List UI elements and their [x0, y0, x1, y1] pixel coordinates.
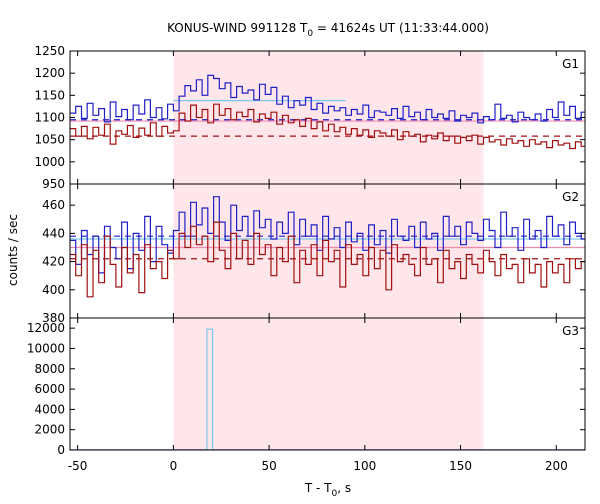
series-1-histogram: [70, 196, 585, 274]
y-tick-label: 1100: [34, 111, 65, 125]
y-tick-label: 1200: [34, 66, 65, 80]
y-tick-label: 0: [57, 443, 65, 457]
x-tick-label: 0: [170, 459, 178, 473]
panel-plot-area: [70, 328, 585, 450]
panel-g3: 0 2000 4000 6000 8000 10000 12000 G3: [27, 317, 586, 457]
series-1-histogram: [70, 74, 585, 124]
x-tick-label: 50: [261, 459, 276, 473]
y-tick-label: 380: [42, 311, 65, 325]
y-tick-label: 8000: [34, 362, 65, 376]
y-tick-label: 2000: [34, 423, 65, 437]
panel-frame: [69, 317, 586, 451]
y-tick-label: 10000: [27, 341, 65, 355]
x-tick-label: -50: [68, 459, 88, 473]
panel-plot-area: [70, 196, 585, 298]
series-2-histogram: [70, 221, 585, 298]
shaded-interval: [173, 318, 484, 450]
x-tick-label: 100: [353, 459, 376, 473]
y-tick-label: 1250: [34, 44, 65, 58]
y-tick-label: 950: [42, 177, 65, 191]
y-tick-label: 4000: [34, 402, 65, 416]
y-tick-label: 420: [42, 255, 65, 269]
x-tick-label: 150: [449, 459, 472, 473]
y-tick-label: 6000: [34, 382, 65, 396]
y-tick-label: 12000: [27, 321, 65, 335]
y-tick-label: 400: [42, 283, 65, 297]
panel-label: G3: [562, 324, 579, 338]
series-2-histogram: [70, 103, 585, 150]
x-axis-label-subscript: 0: [332, 489, 338, 499]
x-tick-label: 200: [545, 459, 568, 473]
panel-label: G2: [562, 190, 579, 204]
chart-title-subscript: 0: [307, 29, 313, 39]
y-tick-label: 1050: [34, 133, 65, 147]
y-axis-label: counts / sec: [6, 214, 20, 286]
panel-plot-area: [70, 74, 585, 150]
y-tick-label: 1150: [34, 88, 65, 102]
y-tick-label: 1000: [34, 155, 65, 169]
chart-title: KONUS-WIND 991128 T0 = 41624s UT (11:33:…: [167, 21, 489, 39]
plot-layer: 950100010501100115012001250G138040042044…: [27, 44, 586, 473]
x-axis-label: T - T0, s: [304, 481, 351, 499]
series-1-histogram: [70, 328, 585, 450]
panel-g1: 950 1000 1050 1100 1150 1200 1250 G1: [34, 44, 586, 191]
panel-label: G1: [562, 57, 579, 71]
y-tick-label: 440: [42, 226, 65, 240]
panel-g2: 380 400 420 440 460 G2: [42, 183, 586, 325]
y-tick-label: 460: [42, 198, 65, 212]
